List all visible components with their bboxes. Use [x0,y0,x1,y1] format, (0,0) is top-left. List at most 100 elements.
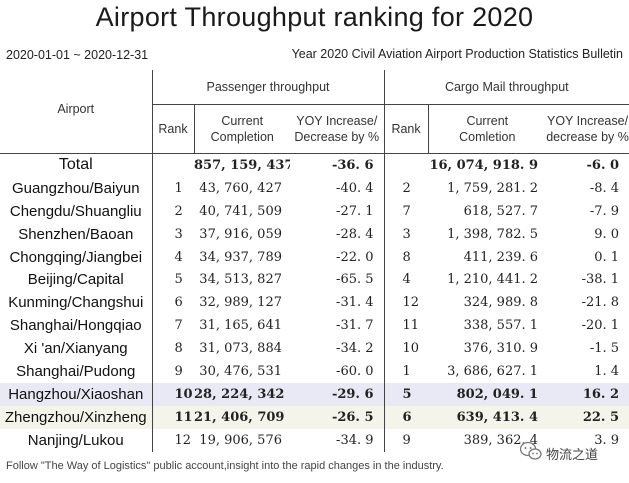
passenger-group-header: Passenger throughput [151,70,385,105]
cargo-value: 338, 557. 1 [463,318,539,334]
cargo-value: 639, 413. 4 [428,405,547,429]
passenger-rank: 5 [151,268,194,292]
passenger-rank: 10 [151,382,194,406]
passenger-yoy-header: YOY Increase/ Decrease by % [290,104,385,154]
passenger-rank: 3 [151,222,194,246]
passenger-value: 31, 165, 641 [199,318,282,334]
passenger-rank: 9 [151,360,194,383]
cargo-value: 1, 398, 782. 5 [447,226,539,242]
cargo-yoy: -7. 9 [589,203,620,219]
airport-name: Kunming/Changshui [8,294,144,312]
passenger-rank: 4 [151,245,194,269]
bulletin-source: Year 2020 Civil Aviation Airport Product… [291,47,623,61]
passenger-yoy: -60. 0 [336,363,374,379]
airport-name: Beijing/Capital [27,271,124,289]
passenger-value: 34, 513, 827 [199,272,282,288]
cargo-rank: 6 [383,405,429,429]
airport-name: Shenzhen/Baoan [18,225,134,243]
airport-name: Total [58,156,93,174]
passenger-value: 857, 159, 437 [194,157,290,173]
ranking-table: Airport Passenger throughput Cargo Mail … [0,70,629,452]
cargo-rank: 7 [383,199,429,223]
passenger-yoy: -34. 9 [336,432,374,448]
airport-name: Shanghai/Pudong [16,362,136,380]
passenger-yoy: -36. 6 [331,157,374,173]
passenger-rank: 12 [151,428,194,452]
passenger-yoy: -34. 2 [336,341,374,357]
cargo-value: 1, 210, 441. 2 [447,272,539,288]
cargo-rank-header: Rank [383,104,429,154]
cargo-yoy: -6. 0 [586,157,620,173]
passenger-value: 32, 989, 127 [199,295,282,311]
cargo-yoy: 22. 5 [546,405,629,429]
airport-name: Hangzhou/Xiaoshan [0,382,152,406]
table-row: Shanghai/Hongqiao 7 31, 165, 641 -31. 7 … [0,314,629,338]
airport-name: Zhengzhou/Xinzheng [0,405,152,429]
table-row: Guangzhou/Baiyun 1 43, 760, 427 -40. 4 2… [0,176,629,200]
table-row: Chengdu/Shuangliu 2 40, 741, 509 -27. 1 … [0,199,629,223]
table-row: Kunming/Changshui 6 32, 989, 127 -31. 4 … [0,291,629,315]
passenger-rank: 6 [151,291,194,315]
cargo-yoy: 16. 2 [546,382,629,406]
cargo-rank: 10 [383,337,429,361]
passenger-yoy: -27. 1 [336,203,374,219]
cargo-value: 3, 686, 627. 1 [447,363,539,379]
table-row-highlighted: Zhengzhou/Xinzheng 11 21, 406, 709 -26. … [0,405,629,429]
airport-name: Chengdu/Shuangliu [9,202,142,220]
cargo-rank: 4 [383,268,429,292]
airport-name: Guangzhou/Baiyun [11,179,140,197]
airport-header: Airport [0,70,152,154]
table-row-total: Total 857, 159, 437 -36. 6 16, 074, 918.… [0,153,629,177]
cargo-yoy: 0. 1 [594,249,620,265]
cargo-rank: 12 [383,291,429,315]
passenger-yoy: -31. 7 [336,318,374,334]
passenger-yoy: -22. 0 [336,249,374,265]
passenger-yoy: -40. 4 [336,180,374,196]
airport-name: Nanjing/Lukou [27,431,124,449]
page-title: Airport Throughput ranking for 2020 [95,2,534,32]
cargo-completion-header: Current Comletion [428,104,547,154]
passenger-value: 40, 741, 509 [199,203,282,219]
cargo-yoy: -38. 1 [581,272,620,288]
cargo-rank: 2 [383,176,429,200]
cargo-group-header: Cargo Mail throughput [383,70,629,105]
cargo-rank [383,153,429,177]
cargo-rank: 11 [383,314,429,338]
passenger-value: 30, 476, 531 [199,363,282,379]
cargo-value: 376, 310. 9 [463,341,539,357]
passenger-value: 37, 916, 059 [199,226,282,242]
cargo-value: 618, 527. 7 [463,203,539,219]
cargo-value: 411, 239. 6 [463,249,539,265]
watermark-text: 物流之道 [546,447,599,462]
cargo-yoy: -20. 1 [581,318,620,334]
passenger-completion-header: Current Completion [194,104,290,154]
passenger-yoy: -31. 4 [336,295,374,311]
cargo-rank: 8 [383,245,429,269]
table-row: Nanjing/Lukou 12 19, 906, 576 -34. 9 9 3… [0,428,629,452]
table-row: Xi 'an/Xianyang 8 31, 073, 884 -34. 2 10… [0,337,629,361]
passenger-value: 43, 760, 427 [199,180,282,196]
passenger-value: 31, 073, 884 [199,341,282,357]
cargo-value: 1, 759, 281. 2 [447,180,539,196]
table-row: Beijing/Capital 5 34, 513, 827 -65. 5 4 … [0,268,629,292]
cargo-value: 389, 362. 4 [463,432,539,448]
cargo-value: 324, 989. 8 [463,295,539,311]
table-row: Shanghai/Pudong 9 30, 476, 531 -60. 0 1 … [0,360,629,383]
passenger-rank [151,153,194,177]
footer-note: Follow "The Way of Logistics" public acc… [6,460,444,472]
wechat-icon [519,441,542,466]
passenger-rank: 7 [151,314,194,338]
passenger-rank-header: Rank [151,104,195,154]
passenger-value: 19, 906, 576 [199,432,282,448]
cargo-yoy: -1. 5 [589,341,620,357]
passenger-yoy: -65. 5 [336,272,374,288]
cargo-rank: 9 [383,428,429,452]
passenger-rank: 11 [151,405,194,429]
cargo-value: 802, 049. 1 [428,382,547,406]
passenger-rank: 2 [151,199,194,223]
passenger-yoy: -28. 4 [336,226,374,242]
table-row: Chongqing/Jiangbei 4 34, 937, 789 -22. 0… [0,245,629,269]
passenger-yoy: -29. 6 [290,382,385,406]
airport-name: Xi 'an/Xianyang [23,340,128,358]
cargo-rank: 3 [383,222,429,246]
